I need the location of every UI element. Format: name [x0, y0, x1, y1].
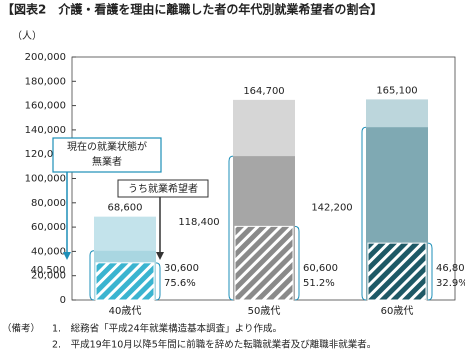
bracket	[89, 250, 95, 301]
data-label: 60,600	[303, 263, 338, 274]
bracket	[427, 242, 433, 301]
note-head: （備考）	[2, 323, 40, 335]
data-label: 142,200	[311, 203, 352, 214]
x-tick-label: 60歳代	[381, 305, 414, 317]
data-label: 68,600	[108, 203, 143, 214]
share-label: 75.6%	[164, 278, 196, 289]
y-tick-label: 180,000	[25, 76, 66, 87]
y-tick-label: 140,000	[25, 125, 66, 136]
annotation-box	[117, 179, 209, 198]
y-tick-label: 60,000	[31, 222, 66, 233]
annotation: うち就業希望者	[128, 182, 198, 195]
y-tick-label: 120,000	[25, 149, 66, 160]
note: 2. 平成19年10月以降5年間に前職を辞めた転職就業者及び離職非就業者。	[52, 339, 376, 351]
share-label: 32.9%	[436, 278, 465, 289]
bracket	[361, 126, 367, 301]
y-tick-label: 80,000	[31, 198, 66, 209]
x-tick-label: 50歳代	[248, 305, 281, 317]
y-unit: （人）	[12, 30, 42, 42]
bar	[234, 225, 294, 301]
chart-title: 【図表2 介護・看護を理由に離職した者の年代別就業希望者の割合】	[2, 2, 382, 17]
annotation: 現在の就業状態が無業者	[67, 140, 147, 168]
bracket	[228, 155, 234, 301]
annotation-box	[52, 137, 162, 173]
bar	[95, 262, 155, 301]
bar	[367, 242, 427, 301]
data-label: 30,600	[164, 263, 199, 274]
bracket	[155, 262, 161, 301]
y-tick-label: 200,000	[25, 52, 66, 63]
x-tick-label: 40歳代	[109, 305, 142, 317]
note: 1. 総務省「平成24年就業構造基本調査」より作成。	[52, 323, 282, 335]
data-label: 165,100	[376, 85, 417, 96]
y-tick-label: 0	[60, 295, 66, 306]
arrow-head	[63, 252, 71, 260]
y-tick-label: 40,000	[31, 246, 66, 257]
data-label: 118,400	[178, 217, 219, 228]
data-label: 46,800	[436, 263, 465, 274]
data-label: 40,500	[31, 265, 66, 276]
annotation-line: 無業者	[92, 155, 122, 168]
y-tick-label: 160,000	[25, 101, 66, 112]
y-tick-label: 100,000	[25, 174, 66, 185]
y-tick-label: 20,000	[31, 271, 66, 282]
annotation-line: 現在の就業状態が	[67, 140, 147, 153]
share-label: 51.2%	[303, 278, 335, 289]
bracket	[294, 225, 300, 301]
data-label: 164,700	[243, 86, 284, 97]
arrow-head	[156, 252, 164, 260]
